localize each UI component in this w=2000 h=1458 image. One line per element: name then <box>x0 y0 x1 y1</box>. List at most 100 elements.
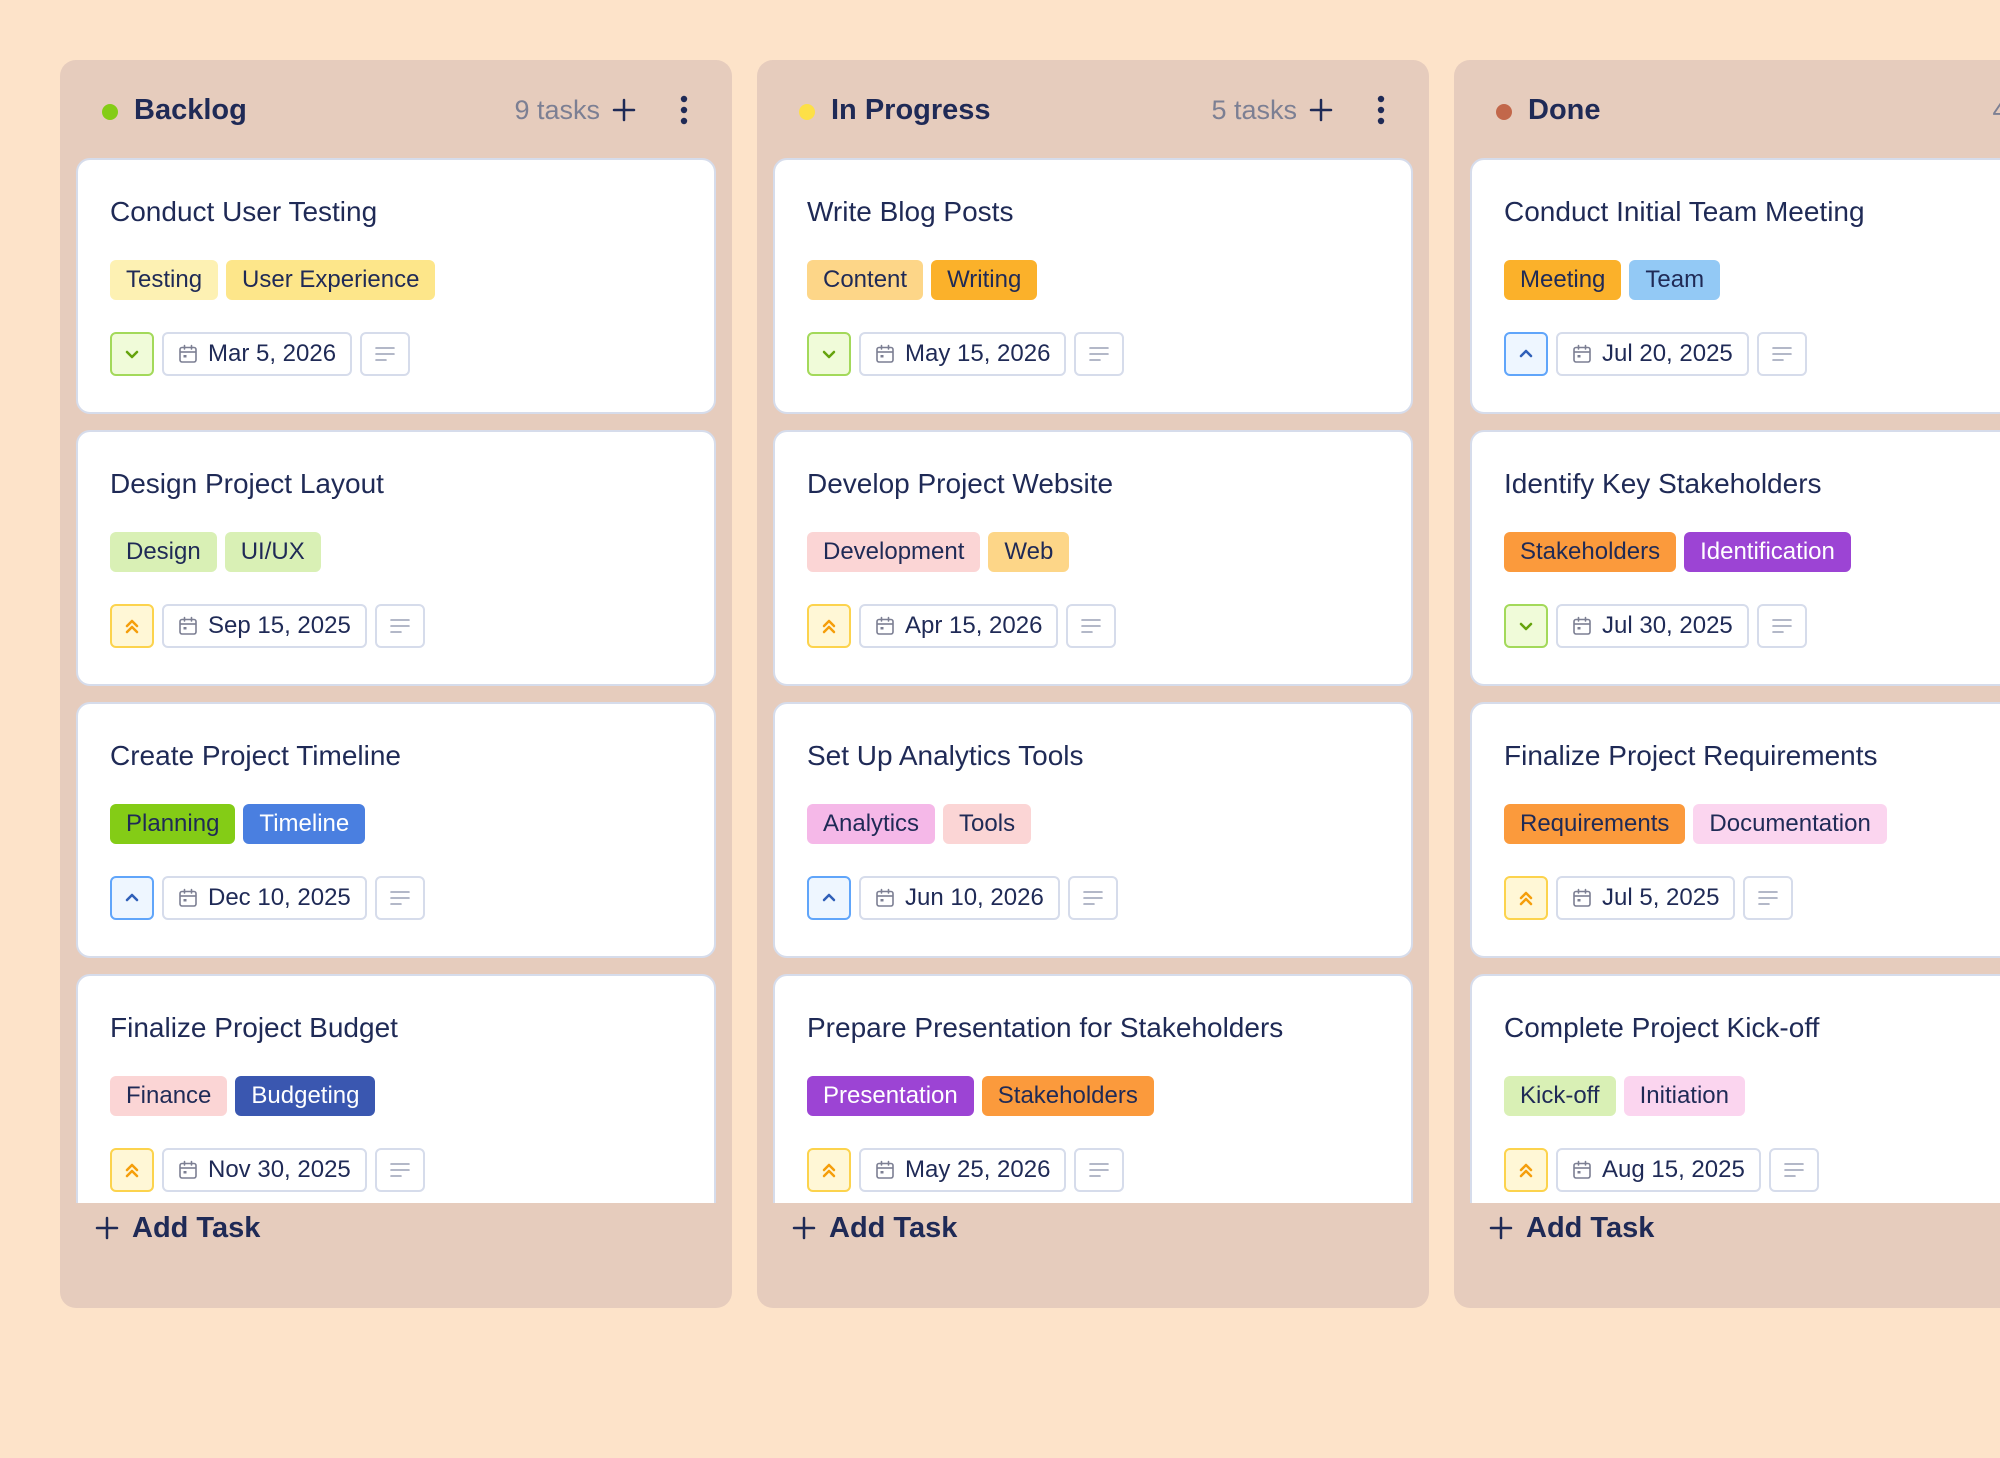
priority-button[interactable] <box>110 1148 154 1192</box>
card-meta: May 15, 2026 <box>807 332 1125 376</box>
due-date-button[interactable]: May 15, 2026 <box>859 332 1067 376</box>
task-card[interactable]: Conduct Initial Team Meeting Meeting Team J… <box>1470 158 2000 414</box>
tag-badge: Stakeholders <box>1504 532 1677 572</box>
description-button[interactable] <box>1074 1148 1125 1192</box>
description-button[interactable] <box>1768 1148 1819 1192</box>
calendar-icon <box>1573 616 1591 635</box>
description-button[interactable] <box>1756 332 1807 376</box>
add-card-button[interactable] <box>604 90 644 130</box>
task-title: Develop Project Website <box>807 468 1114 499</box>
column-menu-button[interactable] <box>1369 90 1393 130</box>
add-card-button[interactable] <box>1301 90 1341 130</box>
due-date-button[interactable]: Aug 15, 2025 <box>1556 1148 1761 1192</box>
status-dot <box>102 104 118 120</box>
due-date-button[interactable]: Jun 10, 2026 <box>859 876 1060 920</box>
task-card[interactable]: Complete Project Kick-off Kick-off Initiat… <box>1470 974 2000 1203</box>
add-task-button[interactable]: Add Task <box>94 1198 260 1258</box>
tag-badge: Identification <box>1684 532 1851 572</box>
task-card[interactable]: Identify Key Stakeholders Stakeholders Ide… <box>1470 430 2000 686</box>
tag-badge: UI/UX <box>224 532 321 572</box>
status-dot <box>1496 104 1512 120</box>
priority-button[interactable] <box>110 332 154 376</box>
task-card[interactable]: Finalize Project Budget Finance Budgeting N… <box>76 974 716 1203</box>
tag-badge: Web <box>988 532 1070 572</box>
card-meta: May 25, 2026 <box>807 1148 1125 1192</box>
column-title: Backlog <box>134 94 247 126</box>
calendar-icon <box>179 1160 197 1179</box>
double-chevron-up-icon <box>822 1163 836 1178</box>
tag-list: Requirements Documentation <box>1504 804 1887 844</box>
task-card[interactable]: Conduct User Testing Testing User Experien… <box>76 158 716 414</box>
plus-icon <box>612 98 636 122</box>
chevron-down-icon <box>822 350 836 359</box>
description-button[interactable] <box>1756 604 1807 648</box>
due-date-button[interactable]: Sep 15, 2025 <box>162 604 367 648</box>
tag-badge: Presentation <box>807 1076 974 1116</box>
description-button[interactable] <box>374 876 425 920</box>
task-card[interactable]: Create Project Timeline Planning Timeline D… <box>76 702 716 958</box>
add-task-button[interactable]: Add Task <box>791 1198 957 1258</box>
card-meta: Apr 15, 2026 <box>807 604 1117 648</box>
task-card[interactable]: Develop Project Website Development Web Apr… <box>773 430 1413 686</box>
task-card[interactable]: Write Blog Posts Content Writing May 15, 20… <box>773 158 1413 414</box>
card-meta: Jun 10, 2026 <box>807 876 1118 920</box>
tag-badge: Finance <box>110 1076 228 1116</box>
tag-badge: Tools <box>943 804 1032 844</box>
due-date-button[interactable]: Jul 30, 2025 <box>1556 604 1749 648</box>
description-button[interactable] <box>360 332 411 376</box>
add-task-button[interactable]: Add Task <box>1488 1198 1654 1258</box>
task-card[interactable]: Finalize Project Requirements Requirement… <box>1470 702 2000 958</box>
tag-list: Development Web <box>807 532 1070 572</box>
priority-button[interactable] <box>110 604 154 648</box>
column-menu-button[interactable] <box>672 90 696 130</box>
description-button[interactable] <box>374 604 425 648</box>
description-button[interactable] <box>1074 332 1125 376</box>
due-date-button[interactable]: Nov 30, 2025 <box>162 1148 367 1192</box>
description-button[interactable] <box>374 1148 425 1192</box>
task-title: Create Project Timeline <box>110 740 402 771</box>
priority-button[interactable] <box>1504 876 1548 920</box>
due-date-button[interactable]: Mar 5, 2026 <box>162 332 353 376</box>
description-button[interactable] <box>1067 876 1118 920</box>
task-card[interactable]: Set Up Analytics Tools Analytics Tools Jun … <box>773 702 1413 958</box>
due-date-text: Aug 15, 2025 <box>1602 1156 1745 1183</box>
description-icon <box>389 619 410 633</box>
due-date-button[interactable]: Jul 5, 2025 <box>1556 876 1736 920</box>
due-date-button[interactable]: May 25, 2026 <box>859 1148 1067 1192</box>
tag-list: Finance Budgeting <box>110 1076 376 1116</box>
column-2: Done 4 tasks Conduct Initial Team Meeting M… <box>1454 60 2000 1308</box>
calendar-icon <box>876 344 894 363</box>
due-date-button[interactable]: Apr 15, 2026 <box>859 604 1059 648</box>
priority-button[interactable] <box>1504 1148 1548 1192</box>
tag-badge: Content <box>807 260 924 300</box>
due-date-text: Nov 30, 2025 <box>208 1156 351 1183</box>
calendar-icon <box>876 616 894 635</box>
priority-button[interactable] <box>807 1148 851 1192</box>
priority-button[interactable] <box>807 332 851 376</box>
description-icon <box>1758 891 1779 905</box>
calendar-icon <box>876 888 894 907</box>
description-button[interactable] <box>1066 604 1117 648</box>
card-meta: Jul 5, 2025 <box>1504 876 1794 920</box>
priority-button[interactable] <box>807 604 851 648</box>
task-card[interactable]: Prepare Presentation for Stakeholders Pre… <box>773 974 1413 1203</box>
card-list: Conduct User Testing Testing User Experien… <box>76 158 716 1203</box>
more-vertical-icon <box>1377 95 1385 125</box>
due-date-button[interactable]: Dec 10, 2025 <box>162 876 367 920</box>
column-title: In Progress <box>831 94 991 126</box>
plus-icon <box>1489 1216 1513 1240</box>
priority-button[interactable] <box>110 876 154 920</box>
description-icon <box>1081 619 1102 633</box>
description-button[interactable] <box>1743 876 1794 920</box>
task-card[interactable]: Design Project Layout Design UI/UX Sep 15, … <box>76 430 716 686</box>
priority-button[interactable] <box>1504 604 1548 648</box>
column-0: Backlog 9 tasks Conduct User Testing Testin… <box>60 60 732 1308</box>
due-date-button[interactable]: Jul 20, 2025 <box>1556 332 1749 376</box>
description-icon <box>389 891 410 905</box>
priority-button[interactable] <box>1504 332 1548 376</box>
card-meta: Dec 10, 2025 <box>110 876 425 920</box>
more-vertical-icon <box>680 95 688 125</box>
calendar-icon <box>1573 888 1591 907</box>
priority-button[interactable] <box>807 876 851 920</box>
chevron-up-icon <box>125 893 139 902</box>
